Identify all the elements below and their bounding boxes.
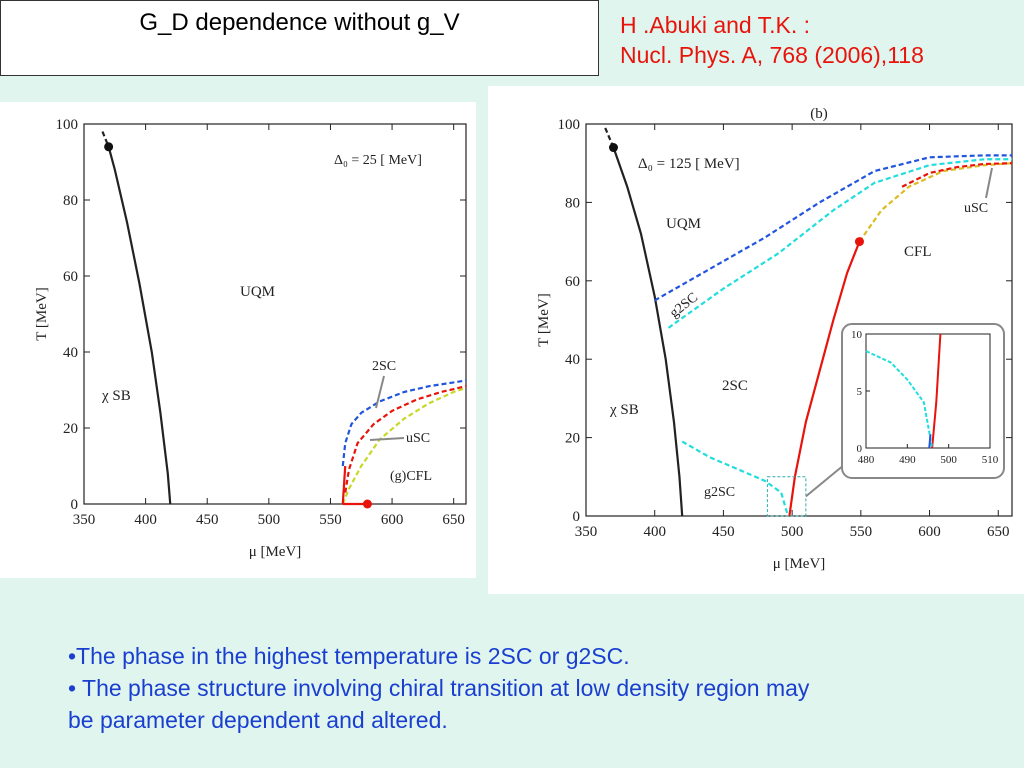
- y-axis-label: T [MeV]: [536, 293, 552, 346]
- y-tick-label: 40: [63, 345, 78, 361]
- x-tick-label: 650: [987, 524, 1010, 540]
- y-tick-label: 80: [63, 193, 78, 209]
- data-point: [104, 142, 114, 152]
- phase-diagram-right-panel: 350 400 450 500 550 600 650 0 20 40 60 80 100 μ [MeV]…: [488, 86, 1024, 594]
- inset-box: [841, 323, 1005, 479]
- x-tick-label: 500: [781, 524, 804, 540]
- x-tick-label: 350: [73, 512, 96, 528]
- plot-frame: [585, 123, 1013, 517]
- x-tick-label: 400: [643, 524, 666, 540]
- data-point: [362, 499, 372, 509]
- bullet-list: •The phase in the highest temperature is…: [68, 640, 1008, 736]
- phase-label-gcfl: (g)CFL: [390, 469, 432, 484]
- series-line: [612, 147, 684, 517]
- inset-x-tick-label: 480: [858, 454, 875, 466]
- x-tick-label: 500: [258, 512, 281, 528]
- data-point: [854, 237, 864, 247]
- phase-label-usc: uSC: [406, 431, 430, 446]
- annotation-delta: Δ₀ = 125 [ MeV]: [638, 156, 740, 172]
- x-tick-label: 550: [850, 524, 873, 540]
- inset-y-tick-label: 5: [857, 386, 863, 398]
- slide-title-box: G_D dependence without g_V: [0, 0, 599, 76]
- y-tick-label: 100: [558, 117, 581, 133]
- x-tick-label: 600: [918, 524, 941, 540]
- y-tick-label: 80: [565, 195, 580, 211]
- plot-frame: [83, 123, 467, 505]
- y-tick-label: 0: [573, 509, 581, 525]
- x-tick-label: 350: [575, 524, 598, 540]
- x-axis-label: μ [MeV]: [773, 556, 826, 572]
- series-line: [858, 162, 1013, 243]
- inset-series-line: [931, 333, 942, 449]
- phase-label-chisb: χ SB: [609, 402, 639, 418]
- pointer-arrow: [369, 437, 405, 441]
- bullet-3: be parameter dependent and altered.: [68, 707, 448, 733]
- series-line: [901, 162, 1013, 188]
- series-line: [107, 146, 172, 505]
- y-tick-label: 60: [63, 269, 78, 285]
- annotation-delta: Δ₀ = 25 [ MeV]: [334, 153, 422, 168]
- y-tick-label: 40: [565, 352, 580, 368]
- y-tick-label: 60: [565, 274, 580, 290]
- phase-label-uqm: UQM: [666, 216, 701, 232]
- chart-title: (b): [810, 106, 828, 122]
- series-line: [667, 158, 1012, 329]
- inset-x-tick-label: 500: [940, 454, 957, 466]
- y-tick-label: 20: [63, 421, 78, 437]
- y-tick-label: 0: [71, 497, 79, 513]
- y-tick-label: 20: [565, 431, 580, 447]
- y-tick-label: 100: [56, 117, 79, 133]
- inset-series-line: [928, 434, 932, 449]
- reference-authors: H .Abuki and T.K. :: [620, 12, 811, 38]
- slide-title: G_D dependence without g_V: [139, 9, 460, 36]
- phase-label-chisb: χ SB: [101, 388, 131, 404]
- phase-label-usc: uSC: [964, 201, 988, 216]
- x-tick-label: 550: [319, 512, 342, 528]
- series-line: [344, 385, 467, 493]
- pointer-arrow: [375, 375, 385, 409]
- phase-label-cfl: CFL: [904, 244, 932, 260]
- inset-y-tick-label: 10: [851, 329, 863, 341]
- reference-journal: Nucl. Phys. A, 768 (2006),118: [620, 42, 924, 68]
- phase-label-2sc: 2SC: [722, 378, 748, 394]
- series-line: [341, 379, 467, 467]
- x-tick-label: 450: [712, 524, 735, 540]
- phase-diagram-left-panel: 350 400 450 500 550 600 650 0 20 40 60 80 100 μ [MeV]…: [0, 102, 476, 578]
- series-line: [654, 154, 1012, 302]
- zoom-region: [766, 476, 807, 517]
- inset-x-tick-label: 490: [899, 454, 916, 466]
- x-tick-label: 400: [134, 512, 157, 528]
- x-axis-label: μ [MeV]: [249, 544, 302, 560]
- series-line: [101, 131, 110, 148]
- x-tick-label: 650: [442, 512, 465, 528]
- inset-y-tick-label: 0: [857, 443, 863, 455]
- x-tick-label: 450: [196, 512, 219, 528]
- inset-series-line: [865, 350, 934, 449]
- phase-label-uqm: UQM: [240, 284, 275, 300]
- bullet-2: • The phase structure involving chiral t…: [68, 675, 810, 701]
- pointer-arrow: [985, 167, 993, 199]
- inset-x-tick-label: 510: [982, 454, 999, 466]
- phase-label-2sc: 2SC: [372, 359, 396, 374]
- data-point: [608, 143, 618, 153]
- phase-diagram-left: 350 400 450 500 550 600 650 0 20 40 60 80 100 μ [MeV]…: [34, 117, 467, 560]
- series-line: [341, 465, 347, 505]
- x-tick-label: 600: [381, 512, 404, 528]
- series-line: [341, 387, 467, 505]
- y-axis-label: T [MeV]: [34, 287, 50, 340]
- series-line: [681, 440, 790, 517]
- reference: H .Abuki and T.K. : Nucl. Phys. A, 768 (…: [620, 10, 924, 70]
- phase-label-g2sc-lower: g2SC: [704, 485, 735, 500]
- bullet-1: •The phase in the highest temperature is…: [68, 643, 630, 669]
